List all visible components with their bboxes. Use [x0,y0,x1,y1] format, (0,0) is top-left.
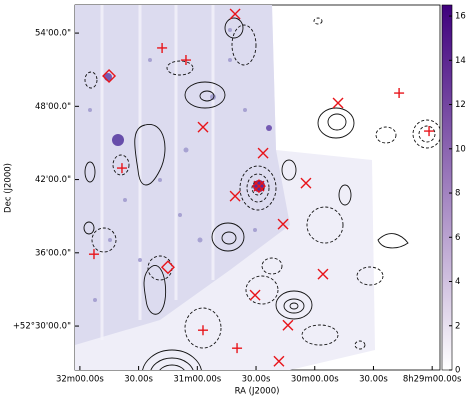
colorbar-tick-label: 12 [455,100,466,110]
y-tick-label: +52°30'00.0" [13,322,71,332]
cross-marker [277,218,289,230]
colorbar-tick-label: 10 [455,144,466,154]
cross-marker [249,289,261,301]
colorbar-tick-label: 0 [455,366,460,376]
cross-marker [317,268,329,280]
x-tick-label: 30m00.00s [291,375,339,385]
y-tick-label: 54'00.0" [35,29,71,39]
x-tick-label: 30.00s [359,375,388,385]
y-tick-label: 48'00.0" [35,102,71,112]
diamond-marker [251,179,266,194]
colorbar [441,4,453,371]
plus-marker [157,42,168,53]
cross-marker [257,147,269,159]
x-tick-label: 8h29m00.00s [403,375,462,385]
cross-marker [282,319,294,331]
plus-marker [180,55,191,66]
contours [83,17,440,370]
y-tick-label: 36'00.0" [35,248,71,258]
cross-marker [197,121,209,133]
cross-marker [300,177,312,189]
plus-marker [232,343,243,354]
plus-marker [424,126,435,137]
cross-marker [273,355,285,367]
colorbar-tick-label: 14 [455,56,466,66]
plus-marker [197,325,208,336]
x-tick-label: 30.00s [124,375,153,385]
y-tick-label: 42'00.0" [35,175,71,185]
y-axis-label: Dec (J2000) [4,163,14,213]
x-tick-label: 30.00s [242,375,271,385]
cross-marker [229,8,241,20]
diamond-marker [160,260,175,275]
x-tick-label: 31m00.00s [173,375,221,385]
cross-marker [332,97,344,109]
colorbar-tick-label: 4 [455,277,460,287]
diamond-marker [102,69,117,84]
colorbar-tick-label: 8 [455,189,460,199]
x-tick-label: 32m00.00s [56,375,104,385]
colorbar-tick-label: 16 [455,12,466,22]
plus-marker [88,249,99,260]
plus-marker [116,163,127,174]
x-axis-label: RA (J2000) [235,387,280,397]
sky-image [75,5,375,370]
plus-marker [394,88,405,99]
colorbar-tick-label: 2 [455,321,460,331]
colorbar-tick-label: 6 [455,233,460,243]
cross-marker [229,190,241,202]
